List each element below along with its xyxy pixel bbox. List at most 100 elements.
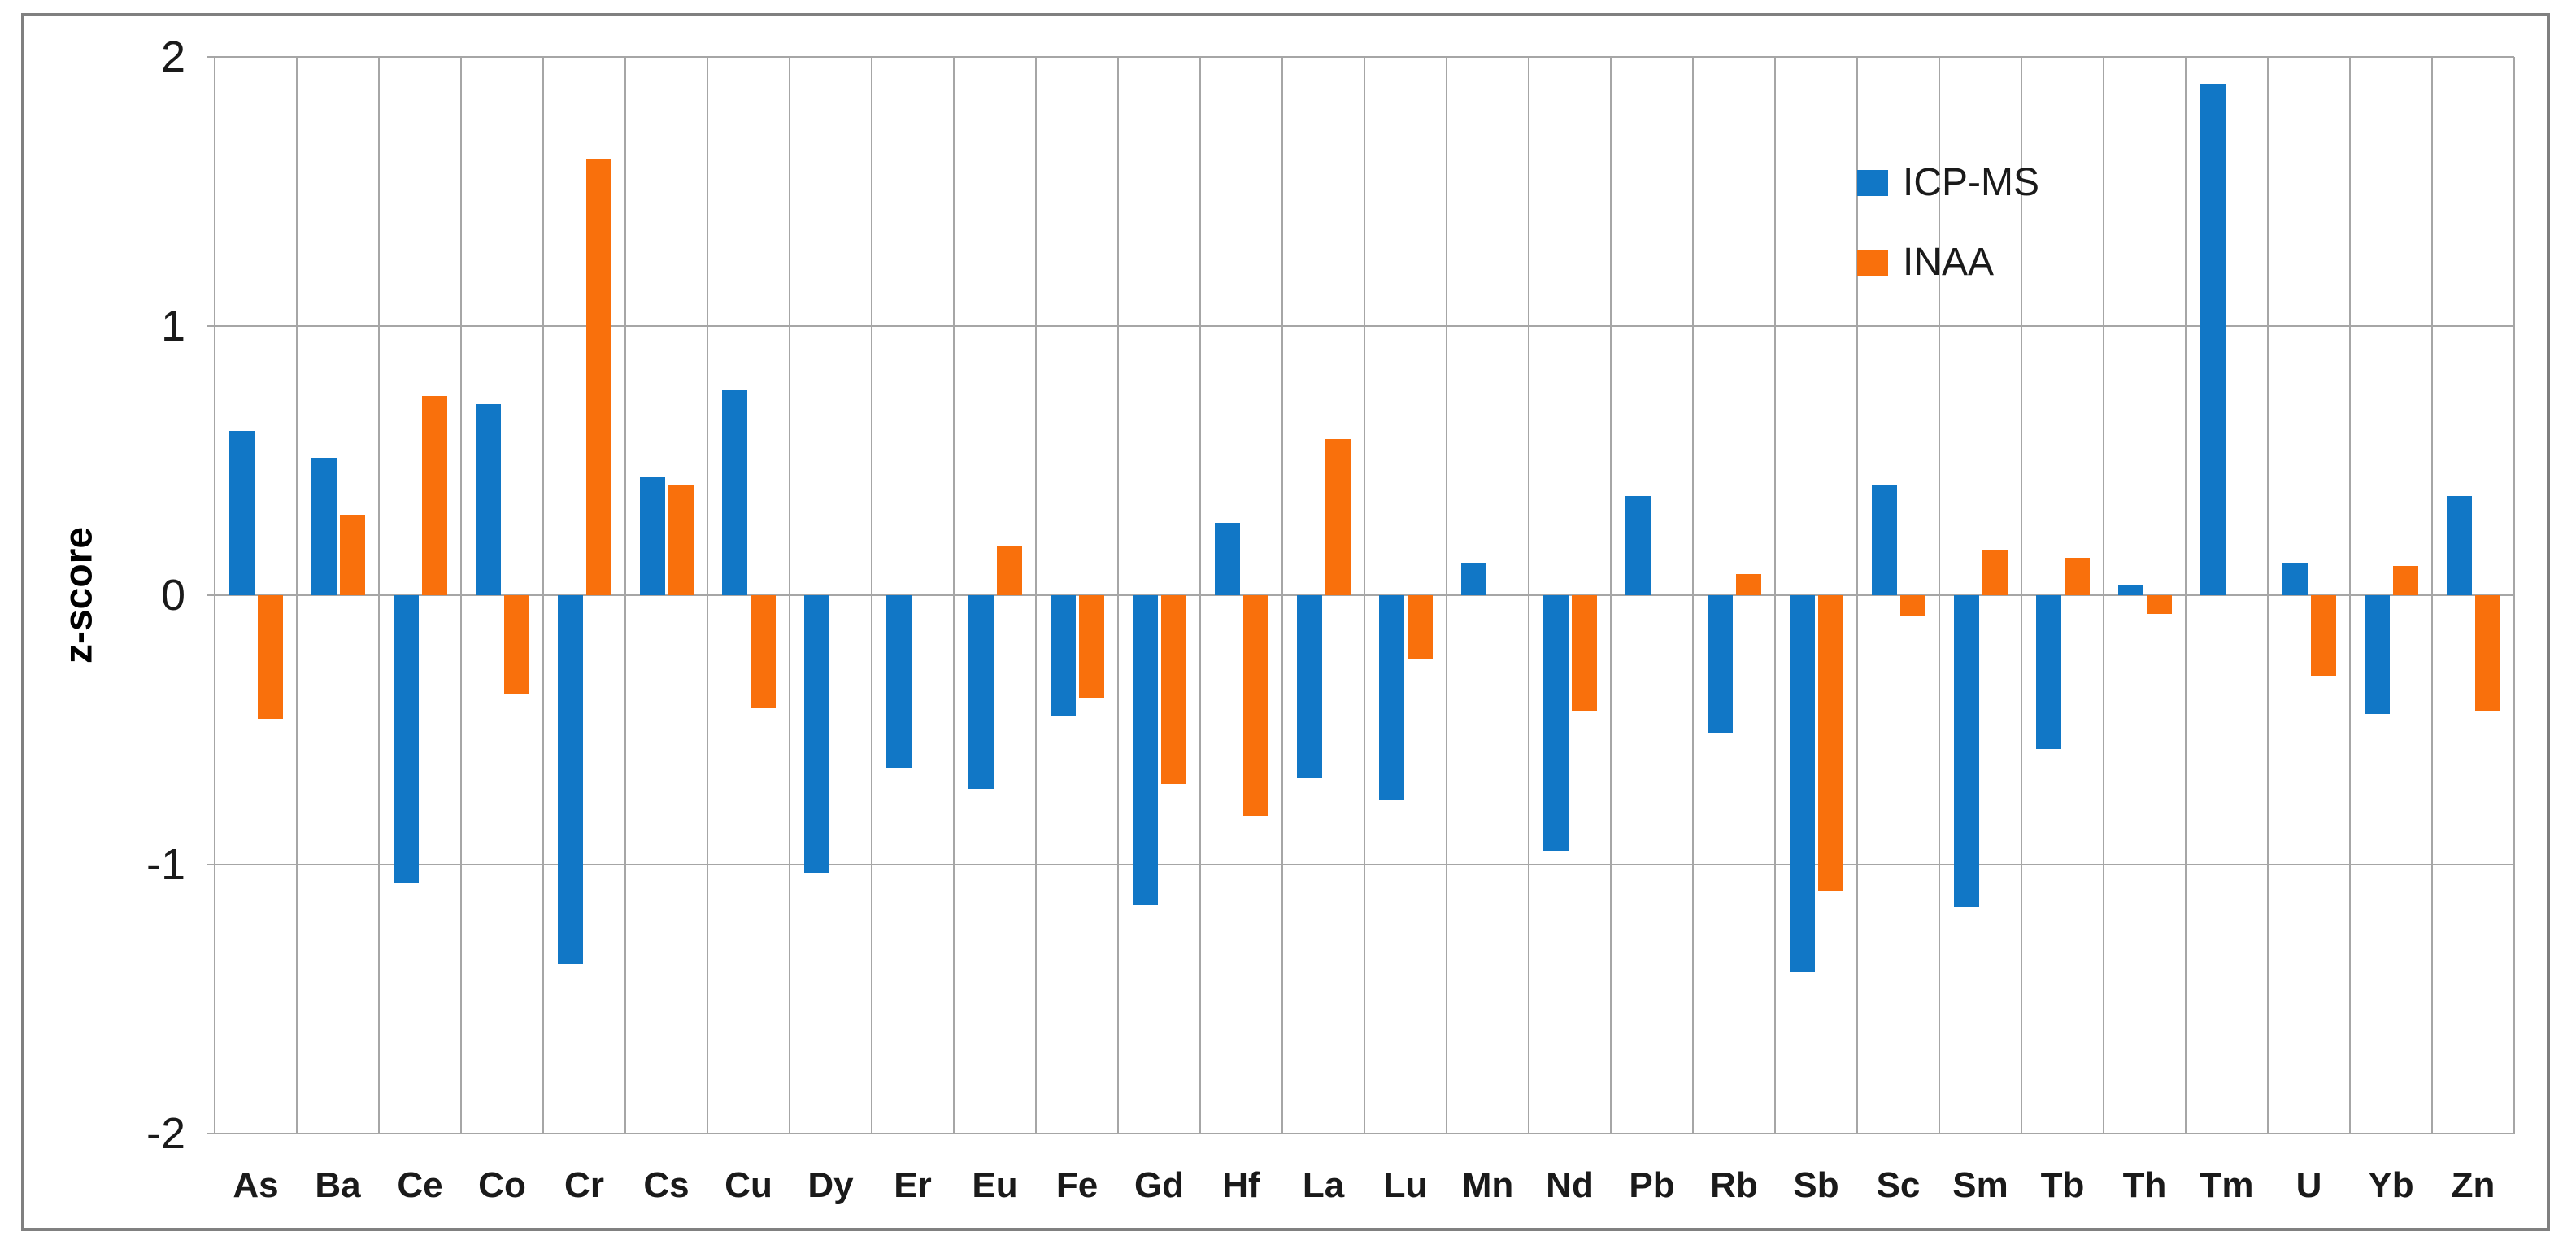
bar-ICP-MS-Lu <box>1378 595 1404 800</box>
bar-INAA-U <box>2310 595 2336 677</box>
bar-ICP-MS-Sm <box>1953 595 1979 907</box>
y-tick-label-0: 0 <box>160 571 185 620</box>
bar-ICP-MS-Eu <box>968 595 994 790</box>
x-tick-label-Fe: Fe <box>1055 1165 1099 1205</box>
x-tick-label-Eu: Eu <box>972 1165 1018 1205</box>
bar-ICP-MS-Hf <box>1214 522 1240 595</box>
x-tick-label-Cs: Cs <box>643 1165 690 1205</box>
bar-INAA-La <box>1325 439 1351 595</box>
bar-INAA-Cu <box>750 595 776 709</box>
x-tick-label-Ce: Ce <box>397 1165 443 1205</box>
gridline-vertical <box>789 57 790 1134</box>
gridline-vertical <box>1939 57 1940 1134</box>
bar-ICP-MS-Tm <box>2200 84 2226 595</box>
gridline-vertical <box>2103 57 2104 1134</box>
x-tick-label-Ba: Ba <box>315 1165 361 1205</box>
x-tick-label-Cr: Cr <box>564 1165 604 1205</box>
x-tick-label-U: U <box>2295 1165 2322 1205</box>
legend-swatch-icon <box>1857 170 1888 196</box>
x-tick-label-Sb: Sb <box>1793 1165 1839 1205</box>
bar-INAA-Sm <box>1982 549 2008 595</box>
x-tick-label-Nd: Nd <box>1546 1165 1594 1205</box>
bar-ICP-MS-Rb <box>1707 595 1733 733</box>
y-axis-line <box>214 57 215 1134</box>
x-tick-label-Sm: Sm <box>1952 1165 2008 1205</box>
x-tick-label-Zn: Zn <box>2451 1165 2496 1205</box>
bar-INAA-Sb <box>1817 595 1843 892</box>
gridline-vertical <box>460 57 462 1134</box>
bar-ICP-MS-Fe <box>1050 595 1076 716</box>
bar-ICP-MS-Ba <box>311 458 337 595</box>
gridline-vertical <box>1528 57 1530 1134</box>
gridline-vertical <box>2267 57 2269 1134</box>
bar-INAA-Ba <box>339 514 365 595</box>
y-tick-label-1: 1 <box>160 302 185 350</box>
bar-ICP-MS-U <box>2282 563 2308 595</box>
y-tick-label-2: 2 <box>160 33 185 81</box>
bar-ICP-MS-Ce <box>393 595 419 884</box>
bar-ICP-MS-Pb <box>1625 495 1651 595</box>
bar-INAA-Cr <box>585 159 611 595</box>
legend: ICP-MS INAA <box>1857 156 2039 316</box>
legend-item-ICP-MS: ICP-MS <box>1857 156 2039 210</box>
x-tick-label-Cu: Cu <box>724 1165 772 1205</box>
gridline-horizontal--1 <box>207 864 2514 865</box>
bar-INAA-Hf <box>1242 595 1268 816</box>
bar-ICP-MS-Dy <box>803 595 829 873</box>
x-tick-label-Gd: Gd <box>1134 1165 1185 1205</box>
x-tick-label-Mn: Mn <box>1461 1165 1514 1205</box>
legend-swatch-icon <box>1857 250 1888 276</box>
legend-label: INAA <box>1903 241 1995 284</box>
x-tick-label-Sc: Sc <box>1876 1165 1921 1205</box>
bar-INAA-Cs <box>668 485 694 595</box>
gridline-vertical <box>2431 57 2433 1134</box>
bar-ICP-MS-Mn <box>1460 563 1486 595</box>
gridline-horizontal-1 <box>207 325 2514 327</box>
gridline-vertical <box>1610 57 1612 1134</box>
gridline-horizontal-0 <box>207 594 2514 596</box>
bar-INAA-Nd <box>1571 595 1597 712</box>
bar-ICP-MS-Zn <box>2446 495 2472 595</box>
bar-ICP-MS-Er <box>886 595 912 768</box>
bar-INAA-Co <box>503 595 529 695</box>
bar-INAA-Gd <box>1160 595 1186 784</box>
bar-INAA-Ce <box>421 396 447 595</box>
gridline-vertical <box>296 57 298 1134</box>
gridline-horizontal-2 <box>207 56 2514 58</box>
gridline-vertical <box>1035 57 1037 1134</box>
bar-ICP-MS-Sc <box>1871 485 1897 595</box>
x-tick-label-Er: Er <box>894 1165 932 1205</box>
gridline-vertical <box>1856 57 1858 1134</box>
y-tick-label--1: -1 <box>146 840 185 889</box>
bar-ICP-MS-Gd <box>1132 595 1158 905</box>
bar-ICP-MS-As <box>228 431 255 595</box>
legend-item-INAA: INAA <box>1857 236 2039 289</box>
bar-INAA-Rb <box>1735 573 1761 595</box>
gridline-vertical <box>1692 57 1694 1134</box>
gridline-vertical <box>1281 57 1283 1134</box>
bar-ICP-MS-Cs <box>639 477 665 595</box>
gridline-vertical <box>2513 57 2515 1134</box>
legend-label: ICP-MS <box>1903 161 2039 204</box>
plot-area <box>207 56 2515 1134</box>
bar-ICP-MS-Tb <box>2035 595 2061 749</box>
gridline-vertical <box>707 57 708 1134</box>
x-tick-label-Pb: Pb <box>1629 1165 1675 1205</box>
bar-ICP-MS-Nd <box>1543 595 1569 851</box>
gridline-horizontal--2 <box>207 1133 2514 1134</box>
x-tick-label-Tm: Tm <box>2200 1165 2254 1205</box>
x-tick-label-Hf: Hf <box>1222 1165 1260 1205</box>
x-tick-label-Tb: Tb <box>2040 1165 2085 1205</box>
bar-INAA-Eu <box>996 546 1022 595</box>
gridline-vertical <box>378 57 380 1134</box>
bar-INAA-Yb <box>2392 565 2418 595</box>
gridline-vertical <box>1446 57 1447 1134</box>
gridline-vertical <box>2021 57 2022 1134</box>
bar-ICP-MS-Cr <box>557 595 583 964</box>
bar-INAA-Fe <box>1078 595 1104 698</box>
gridline-vertical <box>953 57 955 1134</box>
bar-INAA-Zn <box>2474 595 2500 712</box>
gridline-vertical <box>1117 57 1119 1134</box>
gridline-vertical <box>624 57 626 1134</box>
